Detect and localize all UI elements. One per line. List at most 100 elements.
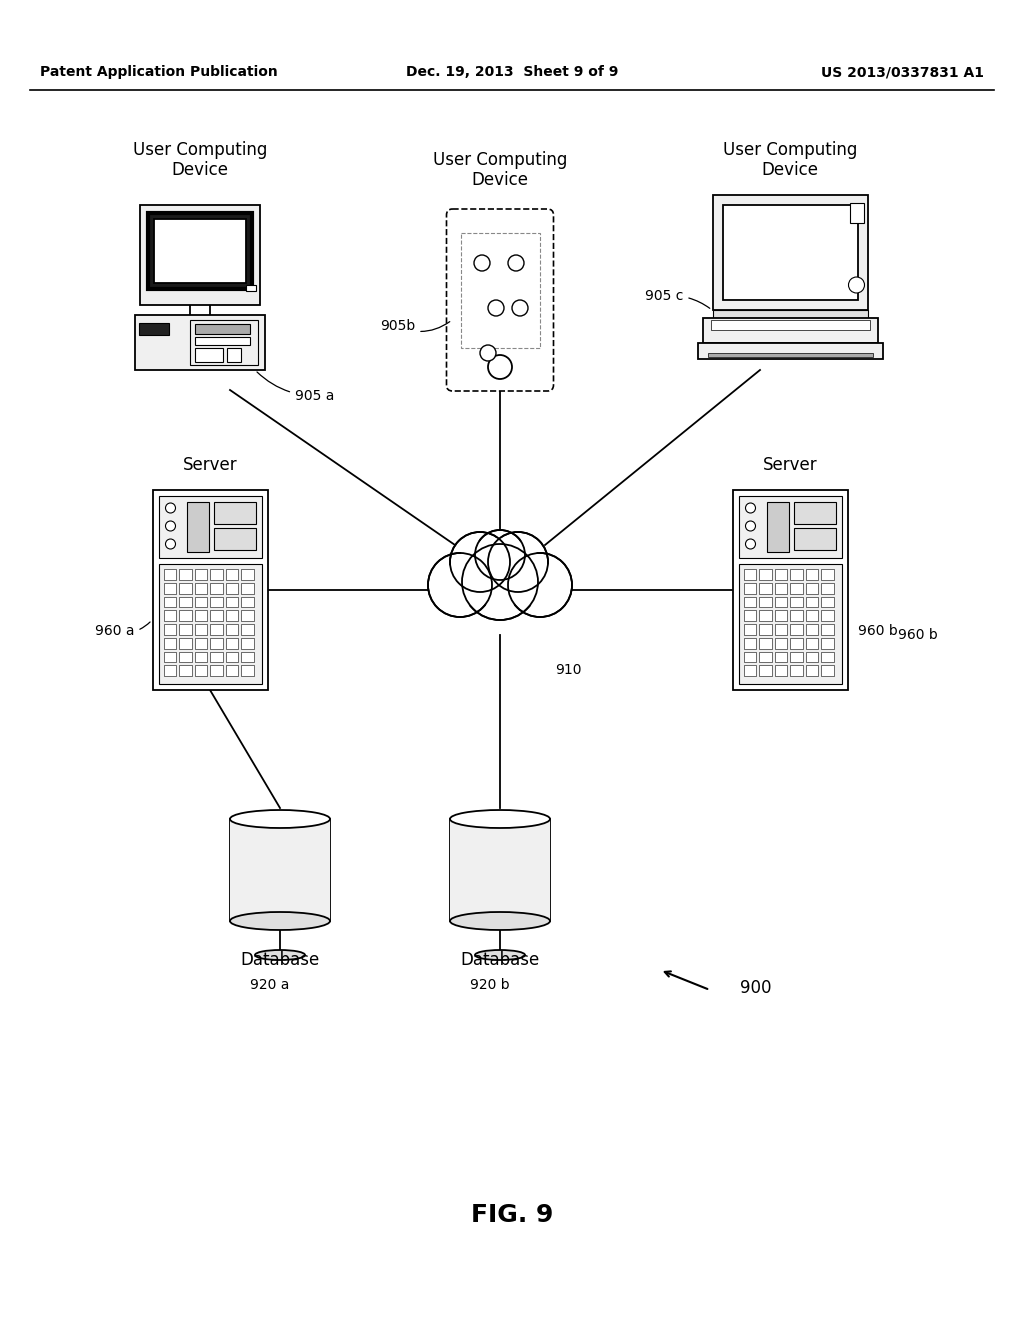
Circle shape xyxy=(517,562,562,607)
Bar xyxy=(190,319,258,366)
Text: Dec. 19, 2013  Sheet 9 of 9: Dec. 19, 2013 Sheet 9 of 9 xyxy=(406,65,618,79)
Bar xyxy=(806,597,818,607)
Bar xyxy=(759,610,771,620)
Bar xyxy=(195,323,250,334)
Text: Patent Application Publication: Patent Application Publication xyxy=(40,65,278,79)
Bar xyxy=(806,638,818,648)
Bar xyxy=(210,582,222,594)
Bar xyxy=(140,205,260,305)
Bar xyxy=(164,597,176,607)
Circle shape xyxy=(497,541,539,583)
Bar xyxy=(210,610,222,620)
Bar xyxy=(186,502,209,552)
Circle shape xyxy=(745,521,756,531)
Bar xyxy=(164,582,176,594)
Bar xyxy=(195,569,207,579)
Bar xyxy=(195,665,207,676)
Bar xyxy=(759,569,771,579)
Circle shape xyxy=(166,539,175,549)
Bar xyxy=(139,323,169,335)
Ellipse shape xyxy=(475,950,525,960)
Bar xyxy=(743,638,756,648)
Bar xyxy=(241,638,254,648)
Bar xyxy=(821,597,834,607)
Text: User Computing
Device: User Computing Device xyxy=(433,150,567,189)
Bar xyxy=(241,569,254,579)
Bar xyxy=(697,343,883,359)
Bar xyxy=(179,652,191,663)
Circle shape xyxy=(480,345,496,360)
Bar xyxy=(790,569,803,579)
Ellipse shape xyxy=(450,912,550,931)
Circle shape xyxy=(473,556,526,609)
Bar xyxy=(450,818,550,921)
Bar xyxy=(759,597,771,607)
Ellipse shape xyxy=(230,912,330,931)
Bar xyxy=(164,569,176,579)
Bar xyxy=(821,582,834,594)
Ellipse shape xyxy=(255,950,305,960)
Bar xyxy=(225,652,238,663)
Bar xyxy=(774,597,787,607)
Bar xyxy=(713,310,867,318)
Bar xyxy=(164,652,176,663)
Circle shape xyxy=(745,503,756,513)
Bar xyxy=(241,582,254,594)
Bar xyxy=(195,638,207,648)
Bar xyxy=(179,665,191,676)
Bar xyxy=(179,624,191,635)
Bar xyxy=(743,569,756,579)
Circle shape xyxy=(488,355,512,379)
Bar xyxy=(702,318,878,343)
Bar xyxy=(821,610,834,620)
Text: 905 a: 905 a xyxy=(257,372,335,403)
Ellipse shape xyxy=(450,810,550,828)
Bar xyxy=(225,638,238,648)
Bar xyxy=(806,624,818,635)
Text: User Computing
Device: User Computing Device xyxy=(723,141,857,180)
Circle shape xyxy=(474,255,490,271)
Bar xyxy=(246,285,256,290)
Circle shape xyxy=(488,532,548,591)
Bar xyxy=(806,610,818,620)
Bar xyxy=(164,638,176,648)
Bar xyxy=(241,597,254,607)
Bar xyxy=(774,652,787,663)
Bar xyxy=(159,564,261,684)
Bar xyxy=(759,638,771,648)
Circle shape xyxy=(428,553,492,616)
Circle shape xyxy=(462,544,538,620)
Text: 920 b: 920 b xyxy=(470,978,510,993)
Circle shape xyxy=(459,541,501,583)
Bar xyxy=(774,569,787,579)
Bar xyxy=(774,610,787,620)
Bar xyxy=(738,564,842,684)
Bar xyxy=(821,652,834,663)
Text: 905 c: 905 c xyxy=(645,289,710,309)
Text: 920 a: 920 a xyxy=(250,978,290,993)
Bar xyxy=(711,319,869,330)
Bar xyxy=(790,624,803,635)
Bar xyxy=(759,652,771,663)
Bar xyxy=(743,610,756,620)
Bar xyxy=(154,219,246,282)
Bar xyxy=(806,652,818,663)
Bar xyxy=(850,203,863,223)
Bar xyxy=(794,502,836,524)
Text: Database: Database xyxy=(241,950,319,969)
Bar xyxy=(794,528,836,550)
Text: 960 a: 960 a xyxy=(95,622,151,638)
Bar xyxy=(195,652,207,663)
Text: Server: Server xyxy=(763,455,817,474)
Bar xyxy=(164,624,176,635)
Bar xyxy=(210,569,222,579)
Bar xyxy=(153,490,267,690)
Bar xyxy=(790,652,803,663)
Bar xyxy=(179,638,191,648)
Bar xyxy=(225,569,238,579)
Bar xyxy=(743,582,756,594)
Bar xyxy=(774,624,787,635)
Bar xyxy=(225,597,238,607)
Bar xyxy=(806,665,818,676)
Circle shape xyxy=(475,531,525,579)
